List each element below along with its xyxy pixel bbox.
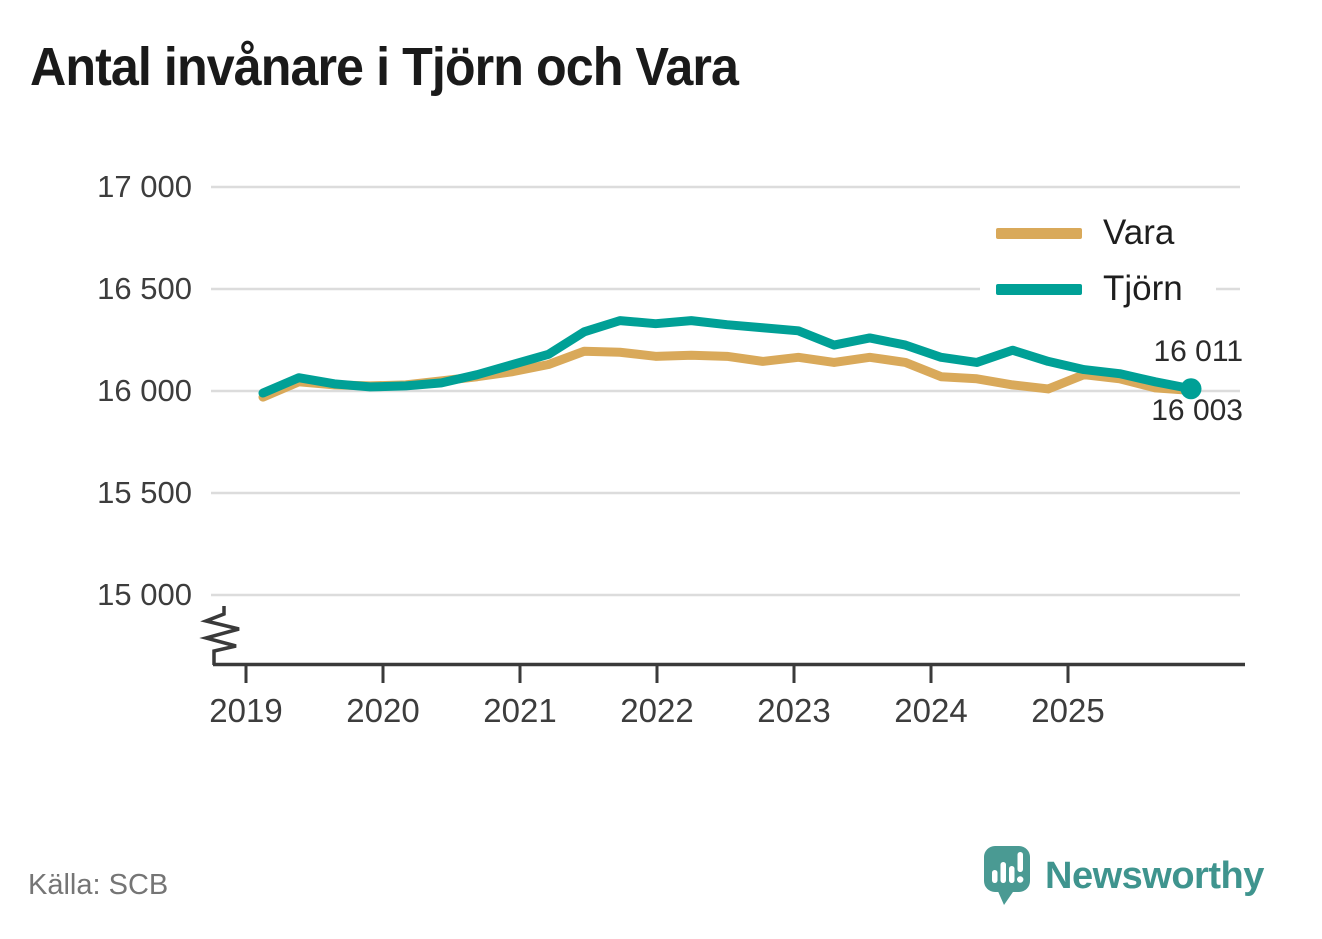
page-title: Antal invånare i Tjörn och Vara bbox=[30, 37, 739, 97]
legend: Vara Tjörn bbox=[980, 205, 1216, 317]
y-tick-label: 16 500 bbox=[97, 271, 192, 306]
data-series bbox=[258, 316, 1202, 402]
x-axis-ticks bbox=[244, 666, 1070, 683]
series-end-value-tjorn: 16 011 bbox=[1153, 335, 1243, 368]
legend-label: Tjörn bbox=[1103, 269, 1183, 308]
x-tick-label: 2023 bbox=[757, 692, 831, 729]
x-axis bbox=[199, 606, 1245, 667]
y-tick-label: 15 500 bbox=[97, 475, 192, 510]
series-end-dot bbox=[1180, 378, 1202, 400]
series-end-value-vara: 16 003 bbox=[1151, 394, 1243, 427]
y-tick-label: 16 000 bbox=[97, 373, 192, 408]
brand-name: Newsworthy bbox=[1045, 854, 1264, 897]
x-tick-label: 2020 bbox=[346, 692, 420, 729]
source-note: Källa: SCB bbox=[28, 869, 169, 901]
y-tick-label: 15 000 bbox=[97, 577, 192, 612]
newsworthy-speech-bubble-bar-chart-icon bbox=[984, 846, 1030, 905]
y-tick-label: 17 000 bbox=[97, 169, 192, 204]
legend-label: Vara bbox=[1103, 213, 1175, 252]
legend-item-vara: Vara bbox=[996, 205, 1216, 261]
legend-swatch bbox=[996, 283, 1082, 295]
x-tick-label: 2019 bbox=[209, 692, 283, 729]
brand-logo: Newsworthy bbox=[983, 845, 1264, 907]
series-line-tjorn bbox=[258, 316, 1196, 398]
legend-swatch bbox=[996, 227, 1082, 239]
y-axis-break-icon bbox=[199, 606, 240, 665]
x-tick-label: 2025 bbox=[1031, 692, 1105, 729]
legend-item-tjorn: Tjörn bbox=[996, 261, 1216, 317]
x-tick-label: 2024 bbox=[894, 692, 968, 729]
x-tick-label: 2021 bbox=[483, 692, 557, 729]
x-tick-label: 2022 bbox=[620, 692, 694, 729]
